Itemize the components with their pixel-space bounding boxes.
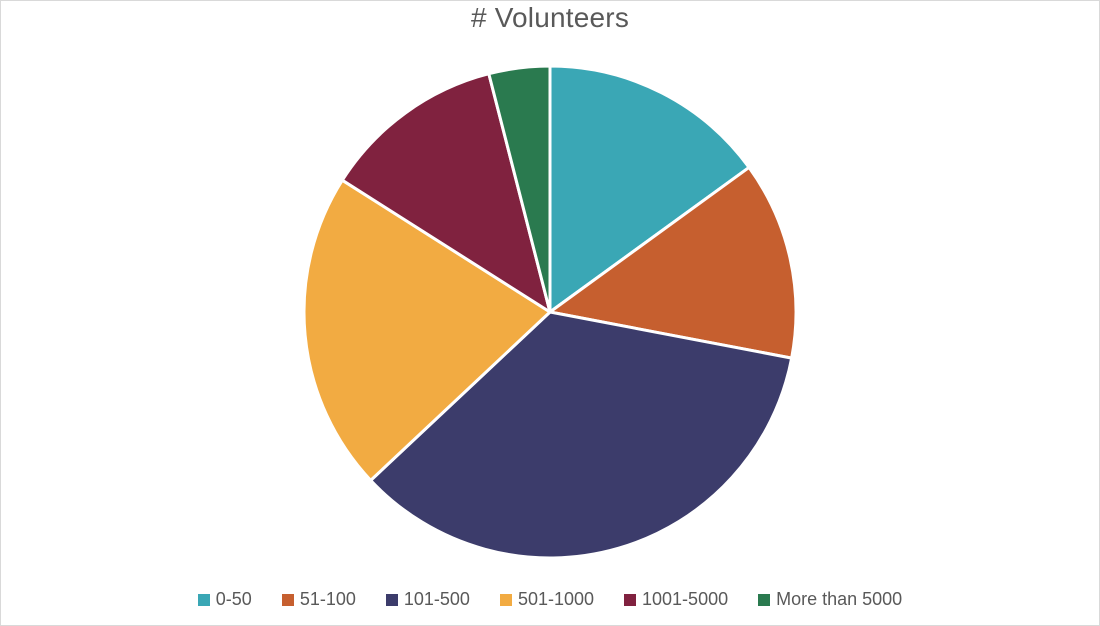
legend-swatch <box>758 593 771 606</box>
legend-item-1001-5000: 1001-5000 <box>624 589 728 610</box>
legend-label: 501-1000 <box>517 589 595 609</box>
legend-label: 0-50 <box>215 589 252 609</box>
legend-label: More than 5000 <box>776 589 903 609</box>
chart-legend: 0-50 51-100 101-500 501-1000 1001-5000 More t… <box>0 589 1100 610</box>
legend-label: 51-100 <box>299 589 356 609</box>
pie-slice-more-than-5000 <box>487 64 552 314</box>
legend-item-501-1000: 501-1000 <box>499 589 595 610</box>
legend-swatch <box>624 593 637 606</box>
legend-swatch <box>197 593 210 606</box>
legend-label: 101-500 <box>403 589 470 609</box>
pie-slice-101-500 <box>369 310 794 560</box>
legend-item-101-500: 101-500 <box>385 589 470 610</box>
legend-label: 1001-5000 <box>642 589 729 609</box>
legend-item-51-100: 51-100 <box>281 589 356 610</box>
legend-item-more-than-5000: More than 5000 <box>758 589 902 610</box>
chart-title: # Volunteers <box>470 2 630 33</box>
legend-item-0-50: 0-50 <box>197 589 252 610</box>
pie-slice-0-50 <box>548 64 751 314</box>
legend-swatch <box>281 593 294 606</box>
pie-slice-501-1000 <box>302 178 552 482</box>
legend-swatch <box>499 593 512 606</box>
pie-slice-51-100 <box>548 165 798 360</box>
pie-slice-1001-5000 <box>340 72 552 314</box>
legend-swatch <box>385 593 398 606</box>
